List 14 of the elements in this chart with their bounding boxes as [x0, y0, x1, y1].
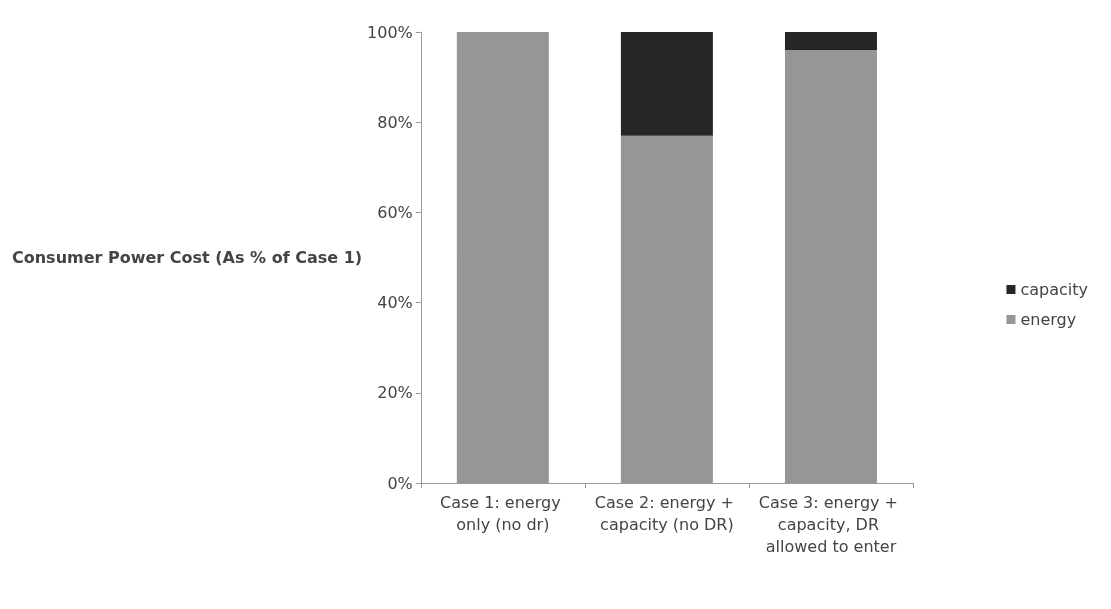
y-tick-label: 60% — [377, 202, 413, 222]
bar — [784, 32, 877, 51]
bar — [620, 32, 713, 136]
legend-label: energy — [1020, 310, 1077, 329]
y-tick-label: 100% — [367, 22, 413, 42]
x-tick-label: Case 2: energy + capacity (no DR) — [594, 492, 740, 534]
x-tick-label: Case 1: energy only (no dr) — [439, 492, 566, 534]
y-tick-label: 0% — [387, 473, 413, 493]
y-tick-label: 80% — [377, 112, 413, 132]
y-axis-title: Consumer Power Cost (As % of Case 1) — [12, 248, 363, 267]
y-tick-label: 20% — [377, 383, 413, 403]
x-tick-label: Case 3: energy + capacity, DR allowed to enter — [758, 492, 904, 556]
y-tick-label: 40% — [377, 293, 413, 313]
legend-label: capacity — [1020, 280, 1088, 299]
